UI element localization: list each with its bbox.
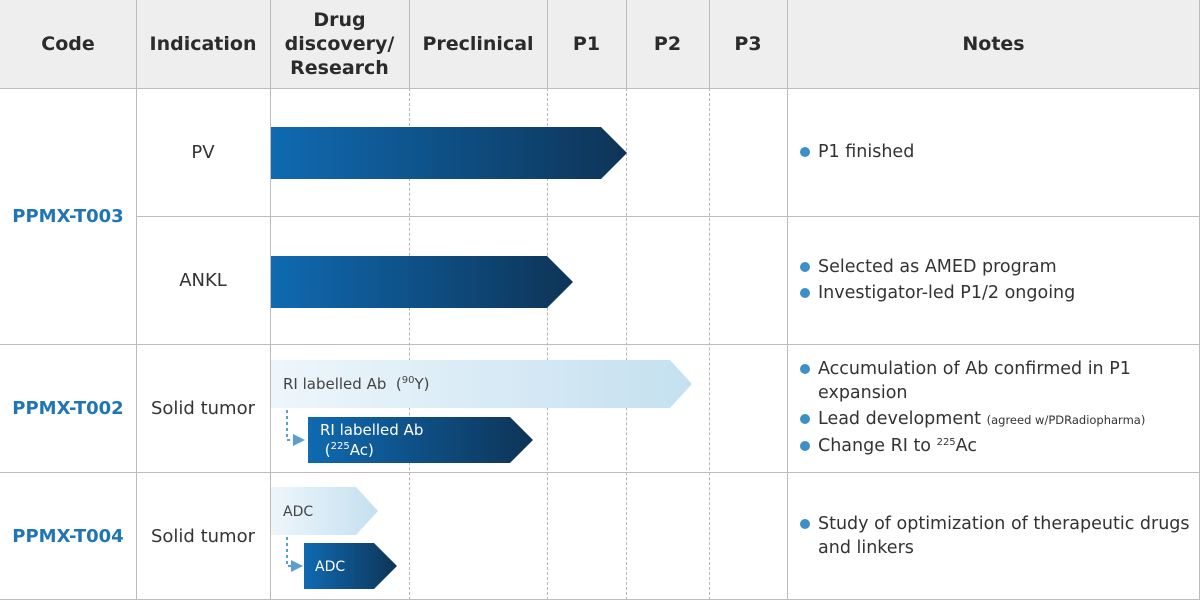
indication-ankl: ANKL [179, 270, 227, 291]
grid-line-vertical [270, 0, 271, 600]
grid-line-vertical [136, 0, 137, 600]
header-code: Code [41, 33, 95, 55]
bar-t004-adc-light [271, 487, 378, 535]
program-code-t003: PPMX-T003 [12, 206, 124, 227]
bar-t004-adc-dark [304, 543, 397, 589]
bar-label-ri-90y: RI labelled Ab (90Y) [283, 375, 430, 393]
grid-line-vertical [626, 0, 627, 88]
bullet-icon [800, 147, 810, 157]
bar-label-ri-225ac: RI labelled Ab (225Ac) [320, 421, 424, 459]
bar-label-adc-light: ADC [283, 504, 314, 520]
notes-pv: P1 finished [800, 140, 1190, 166]
grid-line-vertical [409, 0, 410, 88]
header-p1: P1 [572, 33, 601, 55]
bar-ankl [271, 256, 573, 308]
note-item: Investigator-led P1/2 ongoing [800, 281, 1190, 305]
grid-line-vertical [709, 0, 710, 88]
grid-line-horizontal [0, 344, 1200, 345]
bullet-icon [800, 364, 810, 374]
grid-line-horizontal [136, 216, 1200, 217]
note-item: Accumulation of Ab confirmed in P1 expan… [800, 357, 1190, 405]
program-code-t004: PPMX-T004 [12, 525, 124, 547]
header-drug-discovery-line3: Research [290, 57, 389, 79]
notes-ankl: Selected as AMED program Investigator-le… [800, 255, 1190, 307]
grid-line-vertical [547, 0, 548, 88]
note-item: Change RI to 225Ac [800, 434, 1190, 458]
note-item: Selected as AMED program [800, 255, 1190, 279]
note-item: Study of optimization of therapeutic dru… [800, 512, 1190, 560]
grid-line-horizontal [0, 472, 1200, 473]
notes-t002: Accumulation of Ab confirmed in P1 expan… [800, 357, 1190, 460]
header-p3: P3 [734, 33, 762, 55]
note-item: Lead development (agreed w/PDRadiopharma… [800, 407, 1190, 432]
bullet-icon [800, 414, 810, 424]
connector-arrow-t002 [286, 410, 305, 446]
bullet-icon [800, 441, 810, 451]
bar-t002-ri-225ac [308, 417, 533, 463]
bullet-icon [800, 519, 810, 529]
indication-solid-tumor: Solid tumor [150, 398, 255, 419]
bullet-icon [800, 262, 810, 272]
header-drug-discovery-line2: discovery/ [284, 33, 395, 55]
connector-arrow-t004 [286, 537, 303, 572]
header-drug-discovery: Drug discovery/ Research [270, 0, 409, 88]
header-drug-discovery-line1: Drug [313, 9, 366, 31]
header-p2: P2 [653, 33, 682, 55]
grid-line-horizontal [0, 88, 1200, 89]
header-indication: Indication [149, 33, 257, 55]
indication-pv: PV [191, 142, 215, 163]
bar-label-adc-dark: ADC [315, 559, 346, 575]
header-preclinical: Preclinical [422, 33, 534, 55]
program-code-t002: PPMX-T002 [12, 398, 124, 419]
bar-t002-ri-90y [271, 360, 692, 408]
note-item: P1 finished [800, 140, 1190, 164]
bullet-icon [800, 288, 810, 298]
bar-pv [271, 127, 627, 179]
table-header [0, 0, 1200, 88]
notes-t004: Study of optimization of therapeutic dru… [800, 512, 1190, 562]
grid-line-vertical [787, 0, 788, 600]
header-notes: Notes [962, 33, 1025, 55]
indication-solid-tumor: Solid tumor [150, 525, 255, 547]
